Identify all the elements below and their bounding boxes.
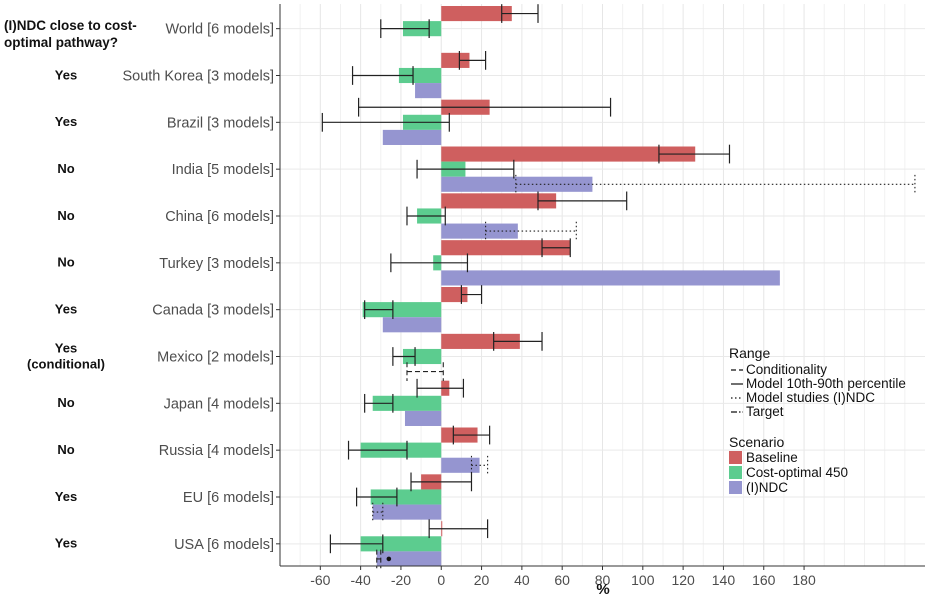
x-axis-label: % [596,581,609,598]
legend-swatch-baseline [729,451,742,464]
bar-cost-optimal-450-japan-4-models [372,395,442,411]
x-tick-label: -60 [310,572,330,588]
x-tick-label: 40 [514,572,530,588]
bar-i-ndc-turkey-3-models [441,270,780,286]
y-tick-label-mexico-2-models: Mexico [2 models] [157,349,274,365]
y-tick-label-canada-3-models: Canada [3 models] [152,303,274,319]
bar-i-ndc-canada-3-models [382,317,442,333]
bar-baseline-mexico-2-models [441,333,520,349]
legend-label-target: Target [746,404,784,419]
y-tick-label-world-6-models: World [6 models] [165,22,274,38]
y-tick-labels: World [6 models] South Korea [3 models] Br… [122,22,274,553]
y-tick-label-russia-4-models: Russia [4 models] [159,443,274,459]
x-tick-label: 0 [437,572,445,588]
legend-swatch-cost-optimal-450 [729,466,742,479]
range-markers [321,4,916,569]
bar-cost-optimal-450-south-korea-3-models [398,67,442,84]
bar-cost-optimal-450-canada-3-models [362,302,442,318]
answer-label-india-5-models: No [57,161,74,176]
y-tick-label-eu-6-models: EU [6 models] [183,490,274,506]
x-tick-label: 60 [554,572,570,588]
legend-label-model-studies-i-ndc: Model studies (I)NDC [746,390,875,405]
y-tick-label-brazil-3-models: Brazil [3 models] [167,115,274,131]
bar-i-ndc-japan-4-models [404,410,442,426]
bar-i-ndc-usa-6-models [376,551,442,567]
bar-baseline-turkey-3-models [441,240,571,256]
y-tick-label-japan-4-models: Japan [4 models] [164,396,274,412]
x-tick-label: 160 [752,572,776,588]
legend-label-conditionality: Conditionality [746,362,827,377]
legend-scenario-title: Scenario [729,434,784,450]
axes [276,4,925,570]
answer-label-mexico-2-models: Yes [55,340,77,355]
question-header: (I)NDC close to cost-optimal pathway? [4,18,137,50]
answer-label-canada-3-models: Yes [55,301,77,316]
answer-label-south-korea-3-models: Yes [55,67,77,82]
y-tick-label-turkey-3-models: Turkey [3 models] [159,256,274,272]
bar-i-ndc-russia-4-models [441,457,480,473]
bar-i-ndc-south-korea-3-models [415,83,442,99]
bar-cost-optimal-450-usa-6-models [360,536,442,552]
bar-i-ndc-brazil-3-models [382,129,442,145]
x-tick-label: -20 [391,572,411,588]
legend-label-cost-optimal-450: Cost-optimal 450 [746,465,848,480]
answer-label-china-6-models: No [57,208,74,223]
x-tick-label: 100 [631,572,655,588]
y-tick-label-india-5-models: India [5 models] [172,162,274,178]
bar-cost-optimal-450-mexico-2-models [402,348,442,365]
x-tick-label: 120 [671,572,695,588]
answer-label-japan-4-models: No [57,395,74,410]
bar-baseline-china-6-models [441,193,557,209]
bar-baseline-world-6-models [441,6,512,22]
question-header-line: (I)NDC close to cost- [4,18,137,33]
question-header-line: optimal pathway? [4,35,118,50]
answer-label-mexico-2-models: (conditional) [27,356,105,371]
y-tick-label-south-korea-3-models: South Korea [3 models] [122,68,274,84]
bars [360,6,780,567]
answer-label-russia-4-models: No [57,442,74,457]
bar-i-ndc-eu-6-models [372,504,442,520]
y-tick-label-china-6-models: China [6 models] [165,209,274,225]
legend-label-i-ndc: (I)NDC [746,480,788,495]
x-tick-label: 140 [712,572,736,588]
answer-label-eu-6-models: Yes [55,489,77,504]
x-tick-label: 180 [792,572,816,588]
x-tick-label: 80 [595,572,611,588]
bar-i-ndc-china-6-models [441,223,518,239]
bar-cost-optimal-450-eu-6-models [370,489,442,505]
x-tick-labels: -60 -40 -20 0 20 40 60 80 100 120 140 160 180 [310,572,816,588]
answer-label-usa-6-models: Yes [55,536,77,551]
y-tick-label-usa-6-models: USA [6 models] [174,537,274,553]
legend-label-model-10th-90th-percentile: Model 10th-90th percentile [746,376,906,391]
answer-label-brazil-3-models: Yes [55,114,77,129]
bar-baseline-india-5-models [441,146,696,162]
answer-labels: YesYesNoNoNoYesYes(conditional)NoNoYesYe… [27,67,105,550]
points [386,556,392,562]
legend-range-title: Range [729,345,770,361]
x-tick-label: 20 [474,572,490,588]
x-tick-label: -40 [351,572,371,588]
bar-baseline-south-korea-3-models [441,52,470,68]
point-i-ndc-usa-6-models [386,556,392,562]
legend-label-baseline: Baseline [746,450,798,465]
legend-swatch-i-ndc [729,481,742,494]
answer-label-turkey-3-models: No [57,255,74,270]
